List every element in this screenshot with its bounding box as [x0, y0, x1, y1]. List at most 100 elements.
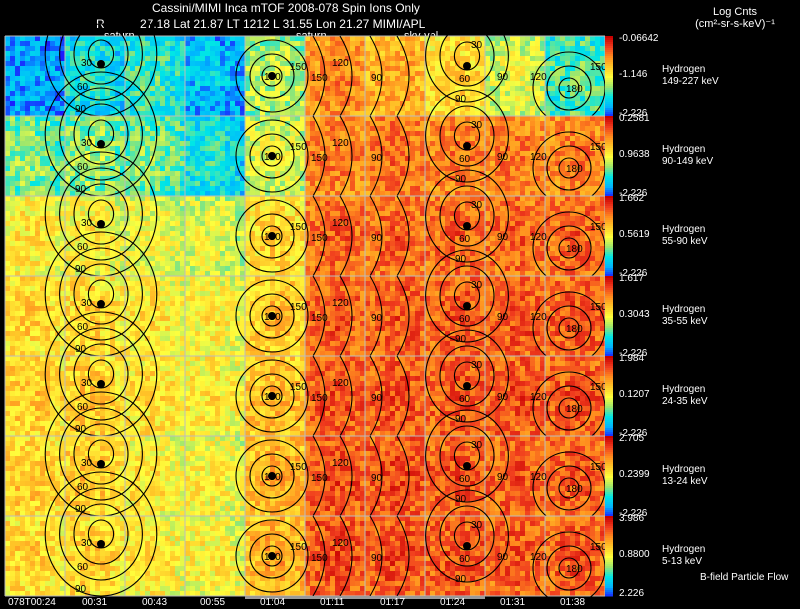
heatmap-column	[485, 436, 545, 516]
heatmap-column	[305, 436, 365, 516]
contour-label: 150	[590, 222, 607, 233]
contour-label: 180	[566, 484, 583, 495]
contour-label: 90	[455, 254, 467, 265]
contour-label: 60	[459, 314, 471, 325]
contour-label: 120	[530, 312, 547, 323]
contour-label: 90	[455, 174, 467, 185]
channel-species-label: Hydrogen	[662, 224, 706, 235]
contour-label: 120	[332, 218, 349, 229]
heatmap-column	[545, 196, 605, 276]
contour-label: 60	[459, 74, 471, 85]
saturn-marker	[268, 152, 276, 160]
contour-label: 150	[590, 542, 607, 553]
contour-label: 120	[332, 58, 349, 69]
colorbar	[605, 276, 613, 357]
time-coverage-bar	[245, 596, 485, 599]
contour-label: 180	[264, 552, 281, 563]
colorbar-tick-label: 0.2581	[619, 113, 650, 124]
heatmap-column	[185, 196, 245, 276]
colorbar-tick-label: -2.226	[619, 268, 648, 279]
colorbar	[605, 116, 613, 197]
heatmap-column	[185, 356, 245, 436]
contour-label: 60	[77, 82, 89, 93]
contour-label: 90	[497, 152, 509, 163]
contour-label: 180	[264, 232, 281, 243]
colorbar-tick-label: 0.5619	[619, 229, 650, 240]
contour-label: 90	[455, 574, 467, 585]
heatmap-column	[185, 116, 245, 196]
contour-label: 150	[290, 62, 307, 73]
heatmap-column	[485, 196, 545, 276]
heatmap-column	[425, 356, 485, 436]
colorbar-tick-label: 0.9638	[619, 149, 650, 160]
saturn-marker	[97, 300, 105, 308]
contour-label: 60	[77, 162, 89, 173]
contour-label: 90	[75, 104, 87, 115]
colorbar-tick-label: 1.662	[619, 193, 645, 204]
contour-label: 150	[590, 302, 607, 313]
heatmap-column	[365, 196, 425, 276]
colorbar-title: Log Cnts	[712, 6, 758, 18]
b-field-flow-note: B-field Particle Flow	[700, 572, 789, 583]
contour-label: 120	[332, 298, 349, 309]
heatmap-column	[485, 356, 545, 436]
contour-label: 150	[590, 142, 607, 153]
channel-species-label: Hydrogen	[662, 64, 706, 75]
colorbar-tick-label: 2.705	[619, 433, 645, 444]
contour-label: 90	[497, 232, 509, 243]
heatmap-column	[185, 276, 245, 356]
channel-panel	[5, 356, 605, 436]
heatmap-column	[185, 36, 245, 116]
saturn-marker	[268, 472, 276, 480]
channel-energy-label: 55-90 keV	[662, 236, 708, 247]
channel-energy-label: 5-13 keV	[662, 556, 703, 567]
channel-panel	[5, 116, 605, 196]
channel-energy-label: 90-149 keV	[662, 156, 714, 167]
contour-label: 120	[530, 552, 547, 563]
heatmap-column	[245, 516, 305, 596]
contour-label: 90	[371, 393, 383, 404]
contour-label: 150	[311, 313, 328, 324]
saturn-marker	[97, 140, 105, 148]
contour-label: 60	[459, 554, 471, 565]
colorbar	[605, 436, 613, 517]
contour-label: 150	[311, 153, 328, 164]
contour-label: 90	[75, 344, 87, 355]
contour-label: 150	[311, 73, 328, 84]
channel-species-label: Hydrogen	[662, 464, 706, 475]
contour-label: 120	[332, 538, 349, 549]
figure-title: Cassini/MIMI Inca mTOF 2008-078 Spin Ion…	[152, 1, 420, 15]
contour-label: 90	[455, 94, 467, 105]
colorbar-tick-label: -2.226	[619, 188, 648, 199]
heatmap-column	[365, 276, 425, 356]
channel-energy-label: 24-35 keV	[662, 396, 708, 407]
contour-label: 150	[290, 382, 307, 393]
orbit-info: 27.18 Lat 21.87 LT 1212 L 31.55 Lon 21.2…	[140, 17, 426, 31]
contour-label: 120	[530, 472, 547, 483]
contour-label: 180	[264, 152, 281, 163]
heatmap-column	[125, 116, 185, 196]
contour-label: 90	[371, 473, 383, 484]
contour-label: 180	[566, 244, 583, 255]
contour-label: 120	[530, 152, 547, 163]
colorbar-tick-label: -2.226	[619, 508, 648, 519]
contour-label: 120	[332, 138, 349, 149]
contour-label: 150	[590, 382, 607, 393]
colorbar-tick-label: 1.984	[619, 353, 645, 364]
contour-label: 120	[332, 378, 349, 389]
contour-label: 150	[311, 473, 328, 484]
contour-label: 90	[371, 233, 383, 244]
heatmap-column	[305, 356, 365, 436]
contour-label: 90	[497, 552, 509, 563]
saturn-marker	[463, 302, 471, 310]
saturn-marker	[97, 220, 105, 228]
heatmap-column	[305, 516, 365, 596]
time-tick-label: 078T00:24	[8, 597, 56, 608]
contour-label: 90	[497, 472, 509, 483]
contour-label: 30	[81, 458, 93, 469]
channel-energy-label: 35-55 keV	[662, 316, 708, 327]
contour-label: 90	[75, 184, 87, 195]
contour-label: 180	[566, 164, 583, 175]
time-tick-label: 01:31	[500, 597, 526, 608]
contour-label: 90	[75, 584, 87, 595]
